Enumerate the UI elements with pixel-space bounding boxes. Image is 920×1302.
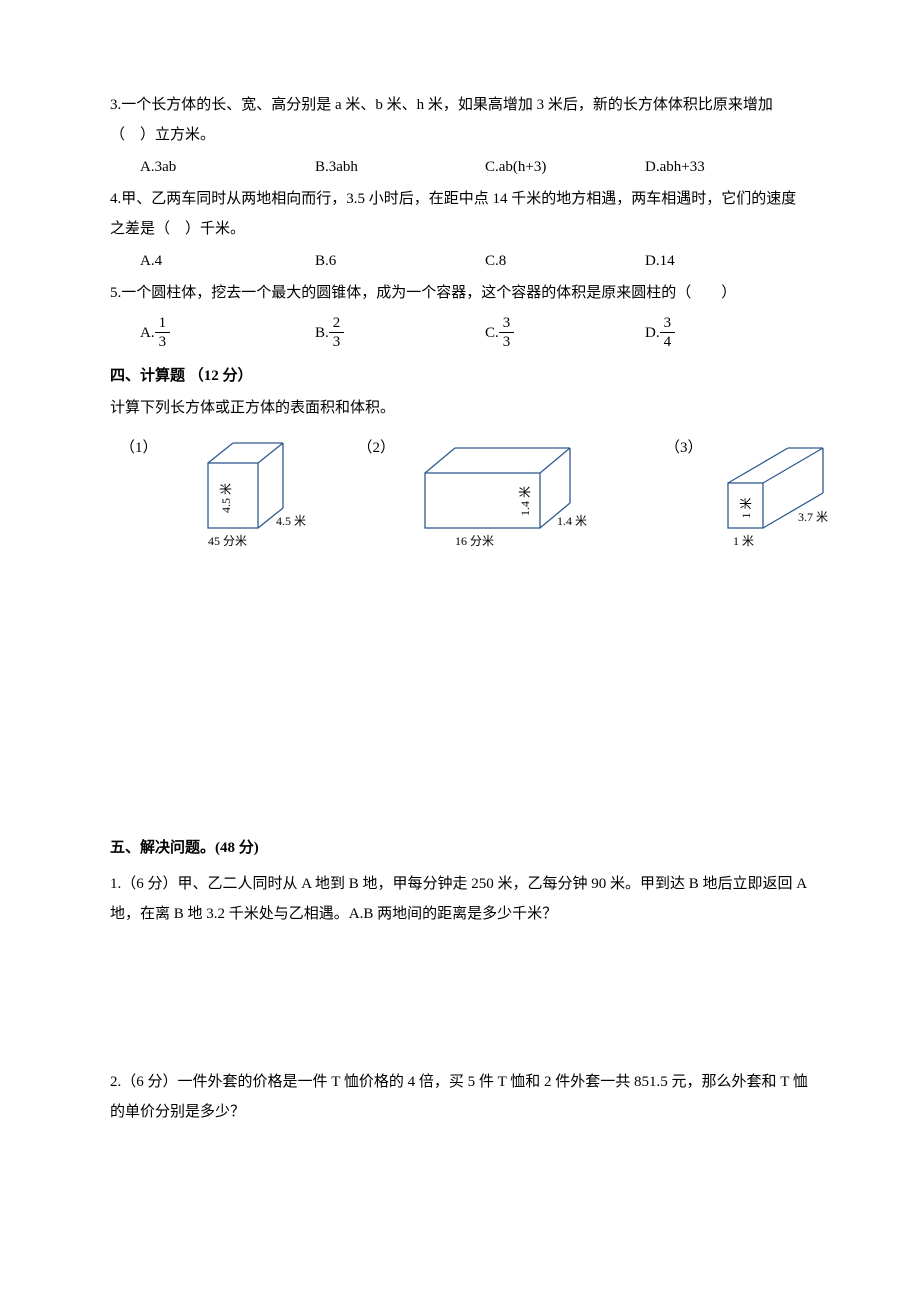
q5-fracB: 2 3 <box>329 314 345 351</box>
fig3-num: （3） <box>665 433 703 563</box>
fig1-h: 4.5 米 <box>219 483 233 513</box>
q5-fracD: 3 4 <box>660 314 676 351</box>
fig3-svg: 1 米 3.7 米 1 米 <box>703 433 863 563</box>
fig2-w: 16 分米 <box>455 534 494 548</box>
q5-fracB-num: 2 <box>329 314 345 333</box>
fig2-h: 1.4 米 <box>518 486 532 516</box>
q5-fracC-num: 3 <box>499 314 515 333</box>
q5-optA: A. 1 3 <box>140 310 315 355</box>
q4-optB: B.6 <box>315 246 485 276</box>
q5-optC-label: C. <box>485 318 499 348</box>
section5-q1: 1.（6 分）甲、乙二人同时从 A 地到 B 地，甲每分钟走 250 米，乙每分… <box>110 869 810 929</box>
q4-optA: A.4 <box>140 246 315 276</box>
q5-fracA-den: 3 <box>155 333 171 351</box>
q5-fracB-den: 3 <box>329 333 345 351</box>
q5-fracA-num: 1 <box>155 314 171 333</box>
q5-optB: B. 2 3 <box>315 310 485 355</box>
q5-optD: D. 3 4 <box>645 310 765 355</box>
q5-options: A. 1 3 B. 2 3 C. 3 3 D. 3 4 <box>110 310 810 355</box>
q4-options: A.4 B.6 C.8 D.14 <box>110 246 810 276</box>
q3-optA: A.3ab <box>140 152 315 182</box>
fig1-wrap: （1） 4.5 米 4.5 米 45 分米 <box>120 433 318 563</box>
fig2-d: 1.4 米 <box>557 514 587 528</box>
q4-optD: D.14 <box>645 246 765 276</box>
q1-workspace <box>110 931 810 1061</box>
q5-fracC-den: 3 <box>499 333 515 351</box>
fig2-svg: 1.4 米 1.4 米 16 分米 <box>395 433 615 563</box>
fig2-wrap: （2） 1.4 米 1.4 米 16 分米 <box>358 433 616 563</box>
q5-fracA: 1 3 <box>155 314 171 351</box>
fig2-num: （2） <box>358 433 396 563</box>
q5-fracC: 3 3 <box>499 314 515 351</box>
fig1-svg: 4.5 米 4.5 米 45 分米 <box>158 433 318 563</box>
section4-title: 四、计算题 （12 分） <box>110 361 810 391</box>
fig3-h: 1 米 <box>739 497 753 518</box>
q4-optC: C.8 <box>485 246 645 276</box>
q3-text: 3.一个长方体的长、宽、高分别是 a 米、b 米、h 米，如果高增加 3 米后，… <box>110 90 810 150</box>
q5-fracD-num: 3 <box>660 314 676 333</box>
q5-optC: C. 3 3 <box>485 310 645 355</box>
q5-fracD-den: 4 <box>660 333 676 351</box>
fig1-d: 4.5 米 <box>276 514 306 528</box>
fig3-w: 1 米 <box>733 534 754 548</box>
fig3-wrap: （3） 1 米 3.7 米 1 米 <box>665 433 863 563</box>
section4-desc: 计算下列长方体或正方体的表面积和体积。 <box>110 393 810 423</box>
q5-optD-label: D. <box>645 318 660 348</box>
figures-row: （1） 4.5 米 4.5 米 45 分米 （2） <box>110 433 810 563</box>
fig3-d: 3.7 米 <box>798 510 828 524</box>
section5-title: 五、解决问题。(48 分) <box>110 833 810 863</box>
section5-q2: 2.（6 分）一件外套的价格是一件 T 恤价格的 4 倍，买 5 件 T 恤和 … <box>110 1067 810 1127</box>
q5-optB-label: B. <box>315 318 329 348</box>
q5-optA-label: A. <box>140 318 155 348</box>
fig1-num: （1） <box>120 433 158 563</box>
q4-text: 4.甲、乙两车同时从两地相向而行，3.5 小时后，在距中点 14 千米的地方相遇… <box>110 184 810 244</box>
fig1-w: 45 分米 <box>208 534 247 548</box>
q3-options: A.3ab B.3abh C.ab(h+3) D.abh+33 <box>110 152 810 182</box>
q3-optD: D.abh+33 <box>645 152 765 182</box>
q3-optB: B.3abh <box>315 152 485 182</box>
q5-text: 5.一个圆柱体，挖去一个最大的圆锥体，成为一个容器，这个容器的体积是原来圆柱的（… <box>110 278 810 308</box>
q3-optC: C.ab(h+3) <box>485 152 645 182</box>
